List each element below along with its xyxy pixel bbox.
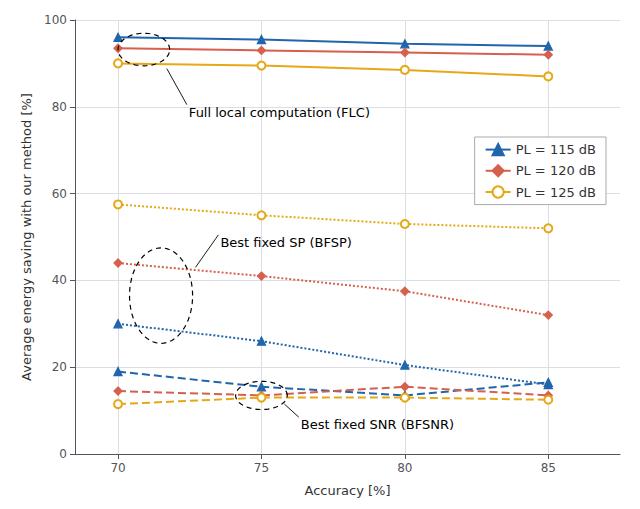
svg-text:Accuracy [%]: Accuracy [%] bbox=[305, 483, 391, 498]
svg-text:80: 80 bbox=[397, 461, 412, 475]
svg-text:40: 40 bbox=[52, 273, 67, 287]
svg-text:PL = 120 dB: PL = 120 dB bbox=[516, 163, 596, 178]
svg-text:PL = 125 dB: PL = 125 dB bbox=[516, 185, 596, 200]
svg-text:80: 80 bbox=[52, 100, 67, 114]
svg-text:Full local computation (FLC): Full local computation (FLC) bbox=[189, 105, 370, 120]
svg-text:100: 100 bbox=[44, 13, 67, 27]
svg-text:20: 20 bbox=[52, 360, 67, 374]
svg-text:70: 70 bbox=[110, 461, 125, 475]
svg-text:85: 85 bbox=[541, 461, 556, 475]
svg-text:60: 60 bbox=[52, 187, 67, 201]
svg-text:Average energy saving with our: Average energy saving with our method [%… bbox=[19, 93, 34, 381]
svg-text:0: 0 bbox=[59, 447, 67, 461]
svg-text:PL = 115 dB: PL = 115 dB bbox=[516, 142, 596, 157]
svg-text:Best fixed SNR (BFSNR): Best fixed SNR (BFSNR) bbox=[301, 417, 454, 432]
svg-text:75: 75 bbox=[254, 461, 269, 475]
svg-text:Best fixed SP (BFSP): Best fixed SP (BFSP) bbox=[220, 235, 351, 250]
